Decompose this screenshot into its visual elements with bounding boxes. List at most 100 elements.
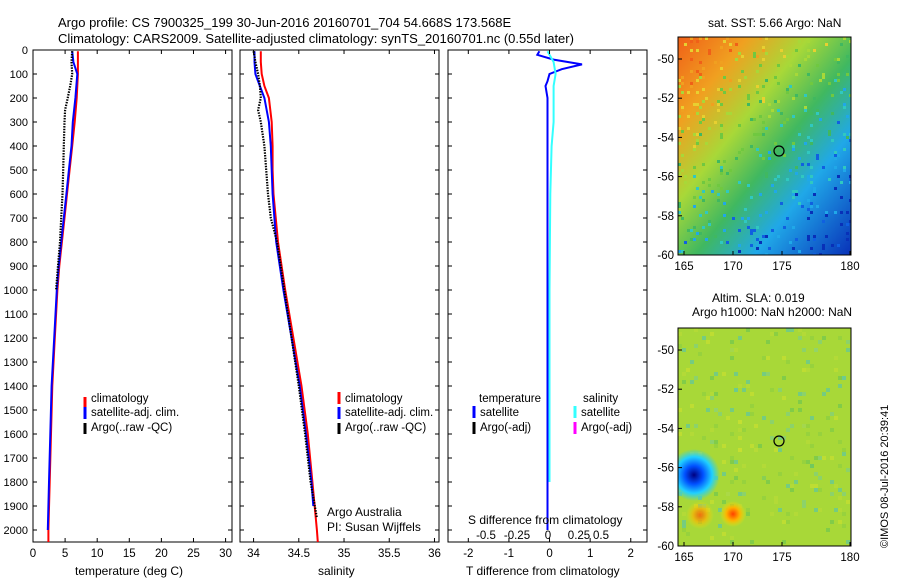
sst-pixel (747, 97, 750, 100)
sla-pixel (718, 508, 722, 512)
sst-pixel (843, 148, 846, 151)
x-tick-label: -1 (504, 548, 514, 560)
sla-pixel (722, 472, 726, 476)
sst-pixel (810, 247, 813, 250)
sst-pixel (699, 232, 702, 235)
sst-pixel (720, 46, 723, 49)
difference-legend: temperature salinity satellite Argo(-adj… (472, 393, 632, 434)
sst-pixel (693, 103, 696, 106)
sst-pixel (702, 226, 705, 229)
sst-pixel (828, 133, 831, 136)
sst-pixel (741, 217, 744, 220)
sla-pixel (786, 484, 790, 488)
sst-pixel (690, 229, 693, 232)
sst-pixel (690, 82, 693, 85)
sst-pixel (756, 148, 759, 151)
temperature-xlabel: temperature (deg C) (75, 564, 183, 578)
sla-pixel (770, 332, 774, 336)
sst-pixel (747, 103, 750, 106)
depth-tick-label: 1500 (4, 405, 28, 417)
sst-pixel (813, 49, 816, 52)
sla-pixel (766, 480, 770, 484)
sla-pixel (838, 520, 842, 524)
sst-pixel (687, 115, 690, 118)
sst-pixel (705, 97, 708, 100)
sst-pixel (705, 211, 708, 214)
sla-pixel (750, 404, 754, 408)
sst-pixel (729, 79, 732, 82)
sla-pixel (762, 416, 766, 420)
sst-pixel (678, 211, 681, 214)
diff-legend-s-argo: Argo(-adj) (581, 422, 632, 434)
sst-pixel (810, 124, 813, 127)
sst-pixel (693, 166, 696, 169)
sst-pixel (756, 70, 759, 73)
x-tick-label: -2 (463, 548, 473, 560)
sst-pixel (744, 37, 747, 40)
sst-pixel (720, 166, 723, 169)
sst-pixel (738, 124, 741, 127)
sla-pixel (710, 428, 714, 432)
sla-pixel (846, 540, 850, 544)
sst-pixel (765, 253, 768, 255)
sst-pixel (795, 73, 798, 76)
sst-pixel (687, 229, 690, 232)
sst-pixel (747, 94, 750, 97)
sla-pixel (810, 336, 814, 340)
sla-pixel (834, 416, 838, 420)
sst-pixel (807, 217, 810, 220)
sst-pixel (807, 175, 810, 178)
sla-pixel (814, 484, 818, 488)
sst-pixel (696, 49, 699, 52)
sla-pixel (722, 460, 726, 464)
sst-pixel (759, 214, 762, 217)
sla-pixel (782, 396, 786, 400)
sla-pixel (742, 480, 746, 484)
sla-pixel (682, 528, 686, 532)
lat-tick-label: -58 (657, 502, 674, 514)
sst-pixel (843, 133, 846, 136)
sst-pixel (846, 55, 849, 58)
sla-pixel (818, 476, 822, 480)
difference-panel (447, 49, 648, 543)
sst-pixel (681, 130, 684, 133)
sst-pixel (834, 151, 837, 154)
sla-pixel (734, 476, 738, 480)
sst-pixel (822, 166, 825, 169)
sst-pixel (783, 55, 786, 58)
sst-pixel (834, 58, 837, 61)
sla-pixel (802, 392, 806, 396)
sla-pixel (730, 348, 734, 352)
sst-pixel (807, 73, 810, 76)
sla-pixel (734, 460, 738, 464)
lat-tick-label: -60 (657, 250, 674, 262)
depth-tick-label: 900 (10, 261, 28, 273)
sst-pixel (777, 109, 780, 112)
sst-pixel (831, 94, 834, 97)
series-argo-raw-qc- (55, 51, 74, 291)
sla-pixel (838, 384, 842, 388)
sst-pixel (843, 169, 846, 172)
sst-pixel (798, 250, 801, 253)
sst-pixel (840, 211, 843, 214)
temperature-series (46, 51, 79, 542)
sst-pixel (744, 220, 747, 223)
sla-pixel (802, 460, 806, 464)
sla-pixel (702, 436, 706, 440)
sst-pixel (690, 238, 693, 241)
sst-pixel (750, 244, 753, 247)
sst-pixel (693, 133, 696, 136)
depth-tick-label: 600 (10, 189, 28, 201)
sst-pixel (693, 205, 696, 208)
sst-pixel (678, 208, 681, 211)
sst-pixel (753, 55, 756, 58)
sst-pixel (762, 127, 765, 130)
sst-pixel (828, 82, 831, 85)
depth-tick-label: 2000 (4, 525, 28, 537)
sst-pixel (756, 91, 759, 94)
sst-pixel (804, 142, 807, 145)
x-tick-label: 2 (628, 548, 634, 560)
lat-tick-label: -52 (657, 93, 674, 105)
depth-tick-label: 1200 (4, 333, 28, 345)
sla-pixel (750, 540, 754, 544)
